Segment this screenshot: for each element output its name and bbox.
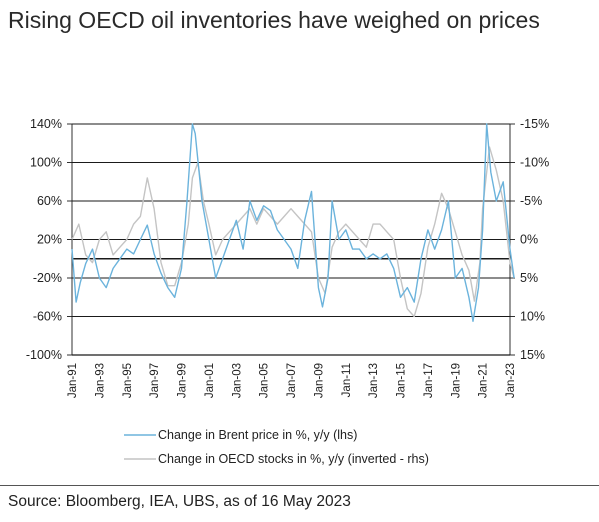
legend-label: Change in OECD stocks in %, y/y (inverte… — [158, 452, 429, 466]
source-note: Source: Bloomberg, IEA, UBS, as of 16 Ma… — [8, 493, 351, 510]
y-right-tick-label: 10% — [520, 310, 545, 324]
page-title: Rising OECD oil inventories have weighed… — [8, 7, 540, 33]
x-tick-label: Jan-03 — [231, 363, 243, 398]
y-right-tick-label: 5% — [520, 271, 538, 285]
grid-lines — [67, 123, 515, 356]
source-divider — [0, 485, 599, 486]
series-line-oecd — [71, 146, 515, 318]
y-axis-right: -15% -10% -5% 0% 5% 10% 15% — [520, 117, 549, 362]
x-tick-label: Jan-05 — [259, 363, 271, 398]
y-left-tick-label: 60% — [37, 194, 62, 208]
legend: Change in Brent price in %, y/y (lhs) Cha… — [124, 428, 429, 466]
x-tick-label: Jan-99 — [177, 363, 189, 398]
y-left-tick-label: -60% — [33, 310, 62, 324]
y-left-tick-label: 20% — [37, 233, 62, 247]
y-left-tick-label: 140% — [30, 117, 62, 131]
x-tick-label: Jan-07 — [286, 363, 298, 398]
x-tick-label: Jan-97 — [149, 363, 161, 398]
series-lines — [71, 123, 515, 322]
y-right-tick-label: -15% — [520, 117, 549, 131]
y-axis-left: 140% 100% 60% 20% -20% -60% -100% — [26, 117, 62, 362]
y-right-tick-label: -5% — [520, 194, 542, 208]
x-tick-label: Jan-19 — [450, 363, 462, 398]
x-tick-label: Jan-15 — [396, 363, 408, 398]
x-tick-label: Jan-21 — [478, 363, 490, 398]
x-tick-label: Jan-95 — [122, 363, 134, 398]
x-tick-label: Jan-09 — [313, 363, 325, 398]
y-left-tick-label: -100% — [26, 348, 62, 362]
x-tick-label: Jan-93 — [94, 363, 106, 398]
x-tick-label: Jan-23 — [505, 363, 517, 398]
y-right-tick-label: 0% — [520, 233, 538, 247]
legend-label: Change in Brent price in %, y/y (lhs) — [158, 428, 357, 442]
x-tick-label: Jan-91 — [67, 363, 79, 398]
x-tick-label: Jan-11 — [341, 363, 353, 397]
y-left-tick-label: 100% — [30, 156, 62, 170]
y-right-tick-label: 15% — [520, 348, 545, 362]
x-tick-label: Jan-13 — [368, 363, 380, 398]
x-axis: Jan-91 Jan-93 Jan-95 Jan-97 Jan-99 Jan-01 Jan-… — [67, 363, 517, 398]
series-line-brent — [71, 123, 515, 322]
x-tick-label: Jan-17 — [423, 363, 435, 398]
y-left-tick-label: -20% — [33, 271, 62, 285]
y-right-tick-label: -10% — [520, 156, 549, 170]
x-tick-label: Jan-01 — [204, 363, 216, 398]
